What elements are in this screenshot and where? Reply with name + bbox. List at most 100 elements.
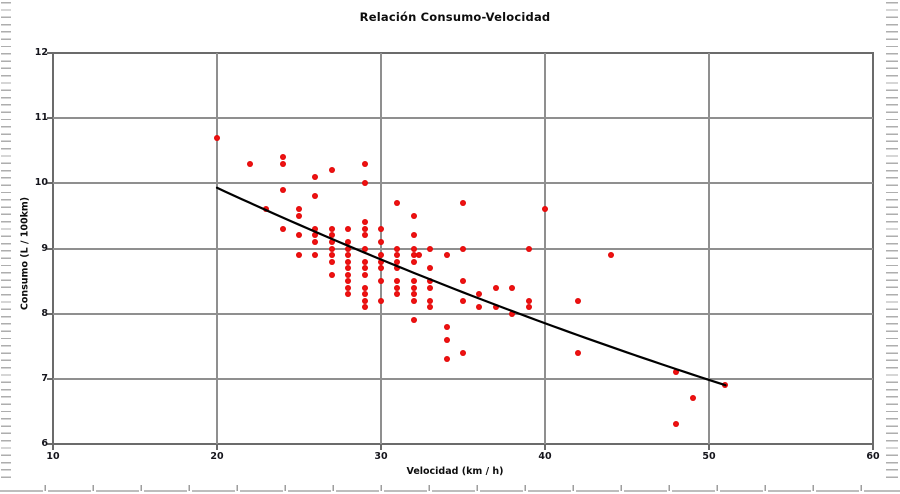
data-point: [574, 297, 581, 304]
data-point: [443, 336, 450, 343]
data-point: [328, 167, 335, 174]
y-tick-7: [47, 377, 53, 380]
data-point: [361, 271, 368, 278]
gridline-y-8: [53, 312, 873, 315]
gridline-x-50: [708, 53, 710, 444]
y-tick-8: [47, 312, 53, 315]
data-point: [361, 160, 368, 167]
y-tick-label-9: 9: [41, 242, 48, 254]
gridline-x-40: [544, 53, 546, 444]
y-tick-12: [47, 52, 53, 54]
data-point: [427, 297, 434, 304]
gridline-y-10: [53, 182, 873, 185]
data-point: [345, 245, 352, 252]
data-point: [378, 252, 384, 259]
gridline-x-20: [216, 53, 218, 444]
background-hatch-right: [886, 2, 898, 480]
x-tick-label-50: 50: [702, 451, 716, 462]
data-point: [361, 291, 368, 298]
data-point: [460, 349, 466, 356]
data-point: [345, 284, 352, 291]
y-tick-label-11: 11: [34, 112, 48, 124]
data-point: [361, 225, 368, 232]
x-tick-20: [216, 444, 218, 450]
data-point: [525, 304, 532, 311]
data-point: [443, 323, 450, 330]
data-point: [427, 284, 434, 291]
data-point: [492, 284, 499, 291]
y-tick-label-12: 12: [34, 47, 48, 58]
data-point: [378, 265, 384, 272]
y-tick-label-6: 6: [41, 438, 48, 449]
data-point: [279, 154, 286, 161]
data-point: [410, 278, 417, 285]
data-point: [574, 349, 581, 356]
data-point: [361, 258, 368, 265]
data-point: [328, 252, 335, 259]
x-tick-label-40: 40: [538, 451, 552, 462]
x-tick-label-20: 20: [210, 451, 224, 462]
data-point: [361, 284, 368, 291]
x-tick-40: [544, 444, 546, 450]
data-point: [394, 245, 401, 252]
data-point: [378, 297, 384, 304]
data-point: [279, 160, 286, 167]
x-tick-60: [872, 444, 874, 450]
data-point: [345, 271, 352, 278]
y-tick-10: [47, 182, 53, 185]
data-point: [361, 245, 368, 252]
data-point: [345, 258, 352, 265]
data-point: [427, 245, 434, 252]
data-point: [328, 225, 335, 232]
data-point: [328, 271, 335, 278]
data-point: [509, 310, 516, 317]
data-point: [443, 356, 450, 363]
data-point: [492, 304, 499, 311]
data-point: [328, 238, 335, 245]
data-point: [410, 212, 417, 219]
data-point: [410, 317, 417, 324]
data-point: [361, 265, 368, 272]
y-tick-6: [47, 443, 53, 445]
data-point: [246, 160, 253, 167]
data-point: [279, 186, 286, 193]
data-point: [415, 252, 422, 259]
data-point: [214, 134, 220, 141]
data-point: [328, 258, 335, 265]
data-point: [410, 297, 417, 304]
data-point: [378, 238, 384, 245]
x-tick-label-30: 30: [374, 451, 388, 462]
data-point: [525, 297, 532, 304]
data-point: [328, 245, 335, 252]
gridline-y-7: [53, 377, 873, 380]
data-point: [673, 421, 680, 428]
x-tick-label-60: 60: [866, 451, 880, 462]
gridline-y-11: [53, 117, 873, 120]
background-hatch-bottom-line: [0, 490, 900, 492]
data-point: [296, 212, 302, 219]
x-tick-30: [380, 444, 382, 450]
data-point: [460, 245, 466, 252]
y-tick-9: [47, 247, 53, 250]
data-point: [410, 291, 417, 298]
y-axis-title: Consumo (L / 100km): [19, 196, 31, 311]
y-tick-label-8: 8: [41, 307, 48, 319]
background-hatch-left: [1, 2, 11, 480]
data-point: [689, 395, 696, 402]
data-point: [361, 297, 368, 304]
gridline-x-30: [380, 53, 382, 444]
y-tick-label-7: 7: [41, 372, 48, 384]
data-point: [378, 225, 384, 232]
data-point: [296, 252, 302, 259]
data-point: [460, 199, 466, 206]
data-point: [460, 297, 466, 304]
data-point: [361, 304, 368, 311]
x-tick-10: [52, 444, 54, 450]
data-point: [410, 245, 417, 252]
data-point: [607, 252, 614, 259]
data-point: [525, 245, 532, 252]
x-tick-50: [708, 444, 710, 450]
x-axis-title: Velocidad (km / h): [406, 466, 504, 477]
chart-title: Relación Consumo-Velocidad: [359, 10, 551, 24]
